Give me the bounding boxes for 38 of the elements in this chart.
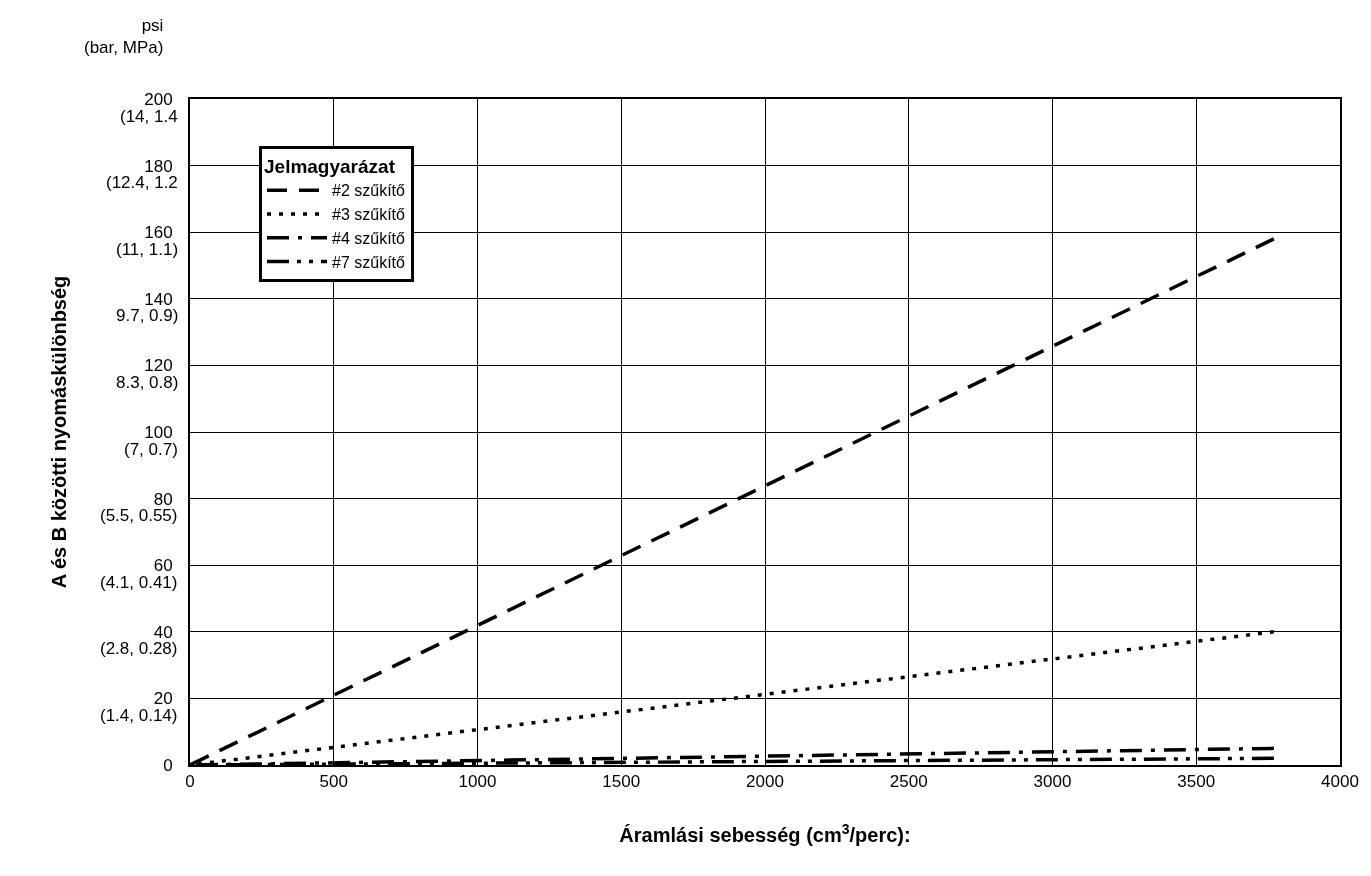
legend-label: #4 szűkítő bbox=[332, 230, 406, 248]
y-axis-title: A és B közötti nyomáskülönbség bbox=[48, 275, 71, 589]
legend-label: #7 szűkítő bbox=[332, 253, 406, 271]
legend-label: #3 szűkítő bbox=[332, 206, 406, 224]
text: psi (bar, MPa) bbox=[84, 16, 164, 58]
x-tick-label: 4000 bbox=[1321, 772, 1359, 792]
x-tick-label: 2000 bbox=[746, 772, 784, 792]
text: (12.4, 1.2 bbox=[106, 173, 178, 192]
y-tick-label: 120 bbox=[144, 356, 173, 376]
y-tick-label: 20 bbox=[153, 689, 173, 709]
y-tick-label: 0 bbox=[163, 755, 173, 775]
x-axis-title: Áramlási sebesség (cm$^{3}$/perc): bbox=[619, 821, 911, 847]
text: (4.1, 0.41) bbox=[100, 573, 178, 592]
text: (1.4, 0.14) bbox=[100, 706, 178, 725]
legend-title: Jelmagyarázat bbox=[264, 156, 396, 178]
y-tick-label: 200 bbox=[144, 89, 173, 109]
x-tick-label: 2500 bbox=[889, 772, 928, 792]
text: 8.3, 0.8) bbox=[116, 373, 179, 392]
x-tick-label: 0 bbox=[185, 772, 195, 792]
legend-label: #2 szűkítő bbox=[332, 182, 406, 200]
text: (2.8, 0.28) bbox=[100, 639, 178, 658]
y-tick-label: 100 bbox=[144, 422, 173, 442]
text: (11, 1.1) bbox=[116, 240, 179, 259]
text: (5.5, 0.55) bbox=[100, 506, 178, 525]
y-tick-label: 160 bbox=[144, 223, 173, 243]
x-tick-label: 500 bbox=[319, 772, 348, 792]
y-tick-label: 140 bbox=[144, 289, 173, 309]
y-tick-label: 40 bbox=[153, 622, 173, 642]
text: (7, 0.7) bbox=[124, 440, 178, 459]
text: 9.7, 0.9) bbox=[116, 306, 179, 325]
x-tick-label: 1000 bbox=[458, 772, 497, 792]
text: (14, 1.4 bbox=[120, 107, 178, 126]
y-tick-label: 80 bbox=[153, 489, 173, 509]
x-tick-label: 1500 bbox=[602, 772, 641, 792]
y-tick-label: 60 bbox=[153, 556, 173, 576]
y-tick-label: 180 bbox=[144, 156, 173, 176]
x-tick-label: 3500 bbox=[1177, 772, 1216, 792]
x-tick-label: 3000 bbox=[1033, 772, 1072, 792]
